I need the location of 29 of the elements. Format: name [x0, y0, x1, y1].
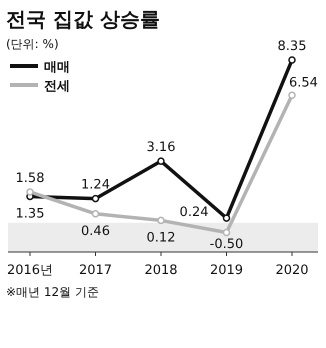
data-label: 8.35 [278, 39, 306, 54]
legend-label: 매매 [44, 60, 70, 75]
point [92, 194, 100, 202]
point [222, 214, 230, 222]
data-label: 0.24 [180, 205, 208, 220]
x-tick-label: 2016년 [6, 263, 54, 278]
data-label: 1.58 [16, 170, 44, 186]
chart-title: 전국 집값 상승률 [6, 7, 160, 31]
data-label: 3.16 [146, 140, 176, 156]
data-label: 1.35 [16, 206, 44, 222]
chart-subtitle: (단위: %) [6, 37, 59, 51]
legend-label: 전세 [44, 79, 70, 94]
point [157, 216, 165, 224]
x-tick-label: 2018 [144, 263, 178, 278]
data-label: 1.24 [81, 178, 110, 193]
data-label: 6.54 [289, 75, 318, 90]
data-label: -0.50 [210, 237, 244, 252]
point [26, 188, 34, 196]
point [92, 210, 100, 218]
point [288, 56, 296, 64]
x-tick-label: 2020 [275, 263, 309, 278]
x-tick-label: 2017 [78, 263, 112, 278]
data-label: 0.46 [81, 224, 110, 239]
point [288, 92, 296, 100]
point [222, 228, 230, 236]
text: ※매년 12월 기준 [6, 285, 99, 299]
data-label: 0.12 [146, 230, 176, 246]
x-tick-label: 2019 [210, 263, 244, 278]
point [157, 157, 165, 165]
